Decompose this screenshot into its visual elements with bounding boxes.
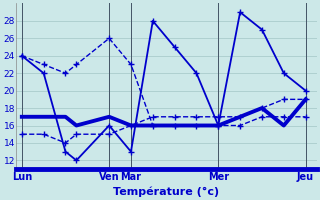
X-axis label: Température (°c): Température (°c)	[113, 186, 220, 197]
